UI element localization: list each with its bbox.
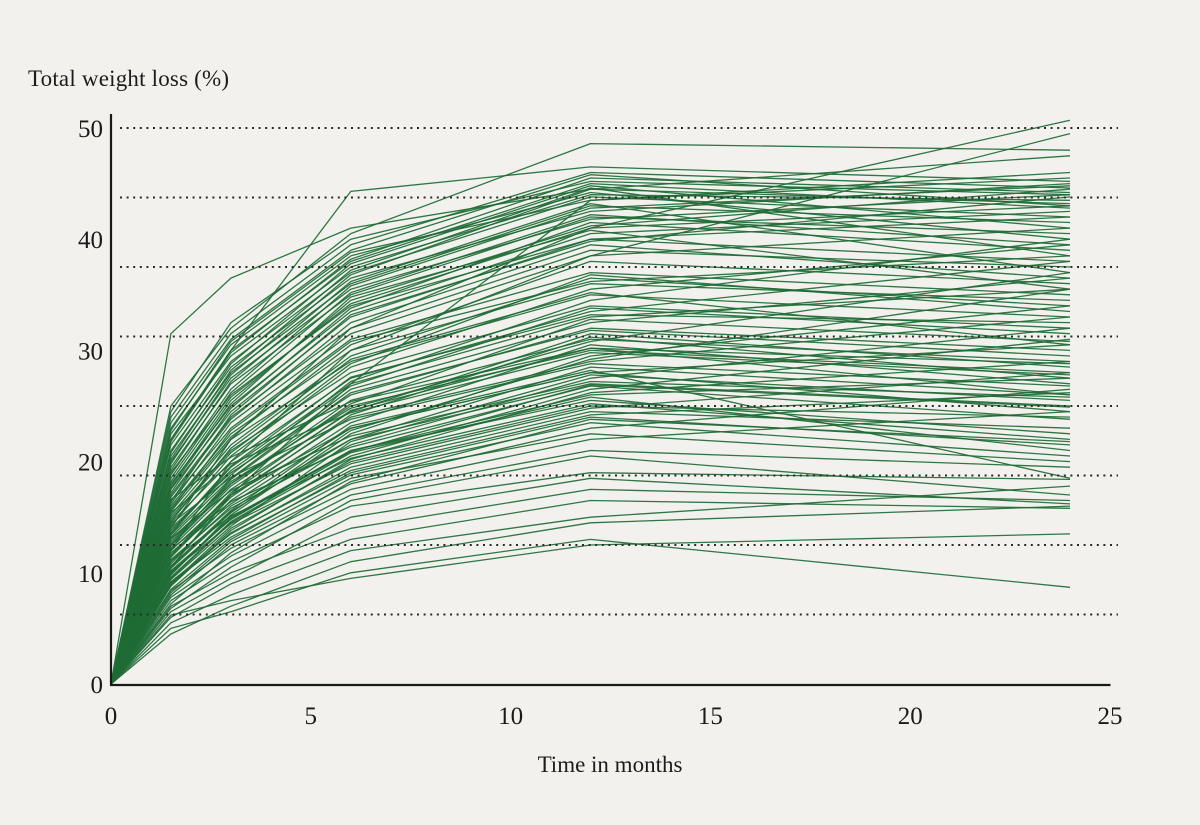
trajectory-line	[110, 185, 1071, 685]
trajectory-line	[110, 505, 1071, 685]
trajectory-line	[110, 363, 1071, 685]
trajectory-line	[110, 238, 1071, 685]
trajectory-line	[110, 455, 1071, 685]
x-tick-label: 10	[498, 703, 523, 730]
trajectory-line	[110, 410, 1071, 685]
trajectory-line	[110, 374, 1071, 685]
trajectory-line	[110, 403, 1071, 685]
trajectory-line	[110, 351, 1071, 685]
trajectory-line	[110, 388, 1071, 685]
trajectory-line	[110, 485, 1071, 685]
trajectory-line	[110, 171, 1071, 685]
x-tick-label: 15	[698, 703, 723, 730]
x-tick-label: 5	[305, 703, 318, 730]
trajectory-line	[110, 336, 1071, 685]
trajectory-line	[110, 196, 1071, 685]
trajectory-line	[110, 119, 1071, 685]
trajectory-line	[110, 385, 1071, 685]
trajectory-line	[110, 229, 1071, 685]
x-tick-label: 25	[1098, 703, 1123, 730]
trajectory-line	[110, 422, 1071, 685]
trajectory-line	[110, 288, 1071, 685]
trajectory-line	[110, 392, 1071, 685]
trajectory-line	[110, 221, 1071, 685]
trajectory-line	[110, 196, 1071, 685]
trajectory-line	[110, 477, 1071, 685]
trajectory-line	[110, 291, 1071, 685]
trajectory-line	[110, 314, 1071, 685]
y-tick-label: 40	[78, 227, 103, 254]
trajectory-line	[110, 188, 1071, 685]
trajectory-line	[110, 433, 1071, 685]
trajectory-line	[110, 174, 1071, 685]
y-tick-label: 20	[78, 450, 103, 477]
trajectory-line	[110, 318, 1071, 685]
trajectory-line	[110, 418, 1071, 685]
trajectory-line	[110, 205, 1071, 685]
x-tick-label: 20	[898, 703, 923, 730]
y-tick-label: 50	[78, 116, 103, 143]
y-tick-label: 0	[91, 672, 104, 699]
trajectory-line	[110, 371, 1071, 685]
trajectory-line	[110, 202, 1071, 685]
x-tick-label: 0	[105, 703, 118, 730]
chart-title: Total weight loss (%)	[28, 66, 230, 91]
trajectory-line	[110, 538, 1071, 685]
trajectory-line	[110, 399, 1071, 685]
trajectory-line	[110, 347, 1071, 685]
trajectory-line	[110, 449, 1071, 685]
trajectory-line	[110, 185, 1071, 685]
trajectory-line	[110, 180, 1071, 685]
trajectory-line	[110, 177, 1071, 685]
trajectory-line	[110, 380, 1071, 685]
trajectory-line	[110, 329, 1071, 685]
trajectory-line	[110, 499, 1071, 685]
trajectory-line	[110, 488, 1071, 685]
trajectory-line	[110, 214, 1071, 685]
y-tick-label: 10	[78, 561, 103, 588]
y-tick-label: 30	[78, 338, 103, 365]
x-axis-label: Time in months	[537, 752, 683, 777]
trajectory-line	[110, 187, 1071, 685]
trajectory-line	[110, 410, 1071, 685]
trajectory-line	[110, 533, 1071, 685]
trajectory-line	[110, 384, 1071, 685]
